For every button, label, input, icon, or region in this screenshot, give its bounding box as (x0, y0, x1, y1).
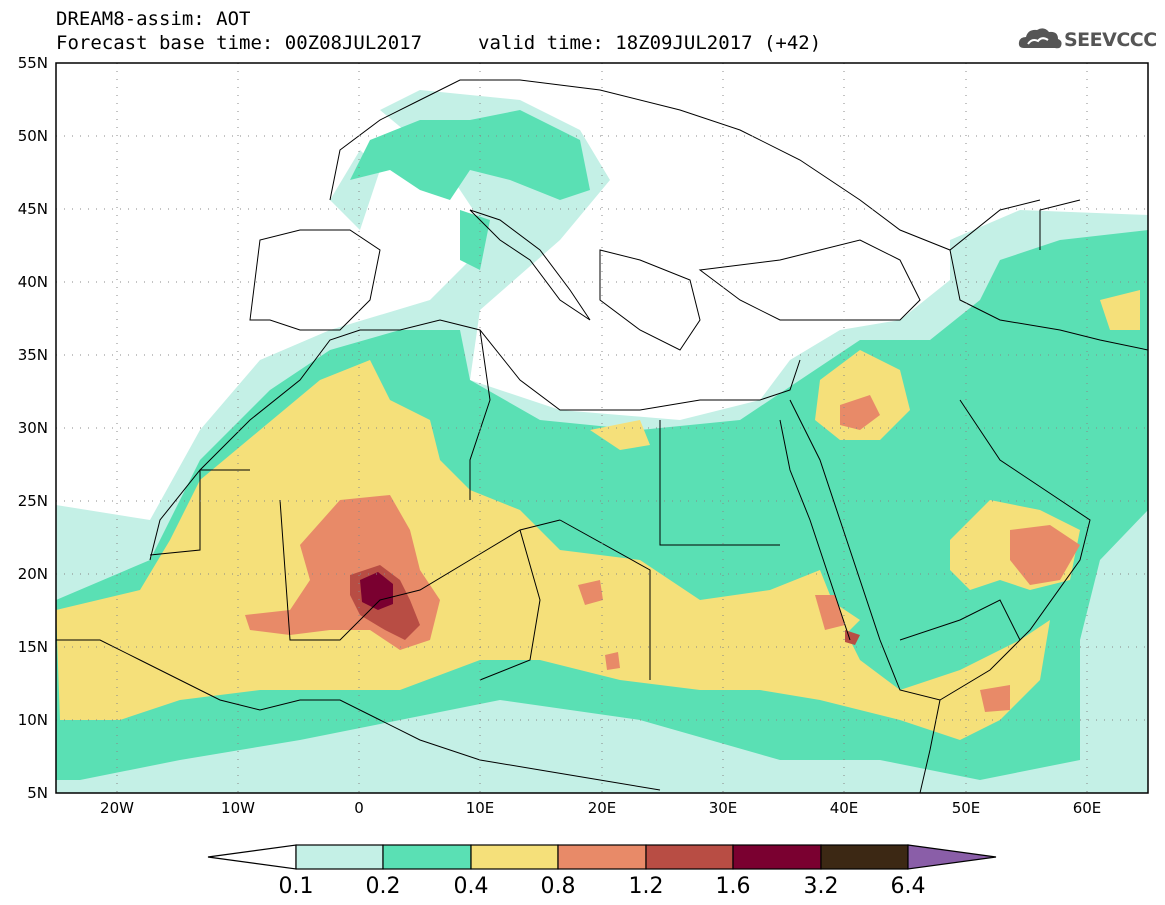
lon-label: 40E (830, 799, 859, 817)
colorbar-swatch (907, 844, 997, 870)
lat-label: 45N (18, 200, 48, 218)
colorbar-swatch (207, 844, 297, 870)
lat-label: 20N (18, 565, 48, 583)
colorbar-swatch (732, 844, 822, 870)
lat-labels: 55N 50N 45N 40N 35N 30N 25N 20N 15N 10N … (18, 54, 48, 802)
seevccc-logo: SEEVCCC (1018, 24, 1158, 54)
aot-contours (56, 90, 1148, 793)
lon-label: 0 (354, 799, 364, 817)
forecast-base-time: Forecast base time: 00Z08JUL2017 (56, 32, 423, 54)
colorbar-label: 3.2 (804, 874, 839, 899)
lon-labels: 20W 10W 0 10E 20E 30E 40E 50E 60E (100, 799, 1101, 817)
lon-label: 20W (100, 799, 134, 817)
colorbar-label: 0.8 (541, 874, 576, 899)
colorbar-swatch (557, 844, 647, 870)
map-frame (55, 62, 1149, 794)
lat-label: 40N (18, 273, 48, 291)
colorbar-label: 6.4 (891, 874, 926, 899)
colorbar-swatch (470, 844, 559, 870)
lat-label: 50N (18, 127, 48, 145)
cloud-icon (1018, 28, 1062, 49)
map-grid (56, 63, 1148, 793)
lat-label: 15N (18, 638, 48, 656)
lat-label: 5N (27, 784, 48, 802)
colorbar-label: 0.1 (279, 874, 314, 899)
colorbar-swatch (820, 844, 909, 870)
lon-label: 10W (221, 799, 255, 817)
lon-label: 10E (466, 799, 495, 817)
aot-band-1.6 (360, 572, 393, 610)
lon-label: 50E (952, 799, 981, 817)
valid-time: valid time: 18Z09JUL2017 (+42) (478, 32, 822, 54)
lon-label: 30E (709, 799, 738, 817)
colorbar-swatch (382, 844, 472, 870)
colorbar-swatch (645, 844, 734, 870)
lon-label: 20E (588, 799, 617, 817)
lat-label: 55N (18, 54, 48, 72)
aot-map: 55N 50N 45N 40N 35N 30N 25N 20N 15N 10N … (18, 54, 1149, 817)
colorbar-label: 1.2 (629, 874, 664, 899)
colorbar-label: 0.2 (366, 874, 401, 899)
lat-label: 30N (18, 419, 48, 437)
lat-label: 35N (18, 346, 48, 364)
lat-label: 10N (18, 711, 48, 729)
lat-label: 25N (18, 492, 48, 510)
map-title: DREAM8-assim: AOT (56, 8, 251, 30)
logo-text: SEEVCCC (1064, 29, 1157, 51)
country-borders (56, 79, 1148, 793)
colorbar-label: 1.6 (716, 874, 751, 899)
colorbar-label: 0.4 (454, 874, 489, 899)
lon-label: 60E (1073, 799, 1102, 817)
colorbar-swatch (295, 844, 384, 870)
